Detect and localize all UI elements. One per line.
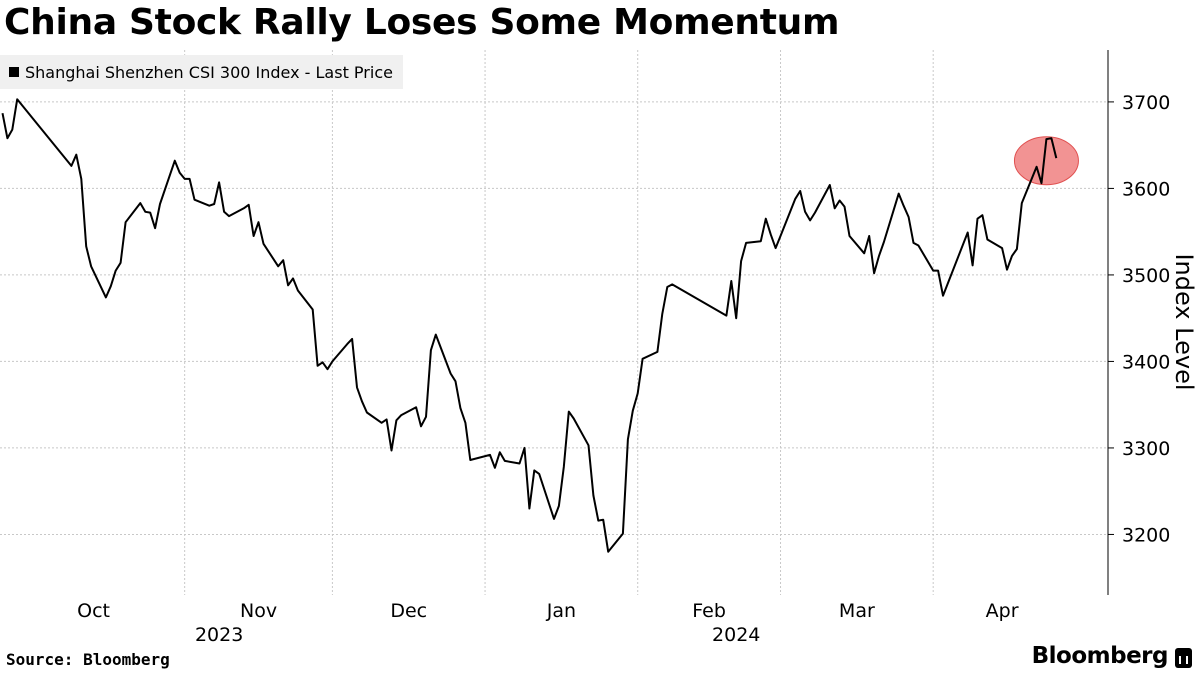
source-note: Source: Bloomberg [6, 650, 170, 669]
x-tick-label: Feb [692, 600, 726, 622]
series-line [1, 98, 1058, 553]
y-tick-label: 3600 [1122, 178, 1170, 200]
y-axis-title: Index Level [1170, 253, 1198, 390]
chart-legend: Shanghai Shenzhen CSI 300 Index - Last P… [0, 55, 403, 89]
x-tick-label: Jan [546, 600, 576, 622]
bloomberg-logo-icon [1175, 648, 1192, 668]
x-tick-label: Apr [986, 600, 1019, 622]
y-tick-label: 3400 [1122, 351, 1170, 373]
y-tick-label: 3300 [1122, 438, 1170, 460]
x-year-label: 2023 [195, 624, 243, 646]
y-tick-label: 3500 [1122, 265, 1170, 287]
y-tick-label: 3700 [1122, 92, 1170, 114]
x-tick-label: Nov [240, 600, 277, 622]
x-tick-label: Oct [77, 600, 110, 622]
chart-title: China Stock Rally Loses Some Momentum [4, 2, 840, 43]
legend-label: Shanghai Shenzhen CSI 300 Index - Last P… [25, 62, 393, 82]
legend-swatch [9, 67, 19, 77]
x-tick-label: Mar [839, 600, 875, 622]
y-tick-label: 3200 [1122, 524, 1170, 546]
x-year-label: 2024 [712, 624, 760, 646]
highlight-circle [1013, 136, 1079, 186]
brand-logo: Bloomberg [1031, 643, 1169, 669]
x-tick-label: Dec [390, 600, 427, 622]
